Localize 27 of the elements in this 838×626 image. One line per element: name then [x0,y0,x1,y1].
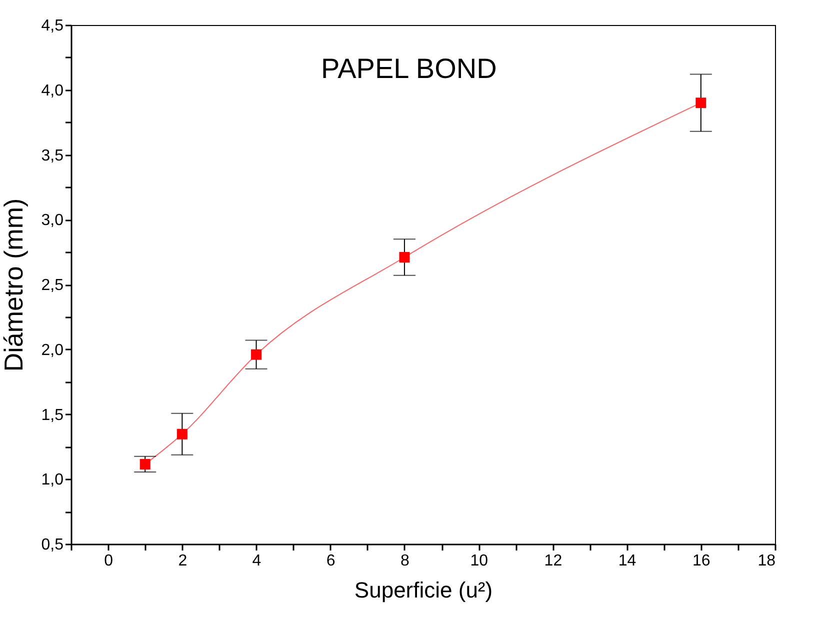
y-tick-label: 1,5 [41,406,64,424]
x-tick-label: 8 [400,552,410,570]
y-tick-label: 1,0 [41,472,64,489]
x-tick-label: 18 [758,552,776,570]
x-tick-label: 12 [544,552,562,570]
x-tick-label: 10 [470,552,488,570]
x-tick-label: 2 [178,552,188,570]
x-axis-title: Superficie (u²) [354,578,493,602]
y-tick-label: 2,0 [41,342,64,359]
x-tick-label: 4 [252,552,262,570]
y-axis-title: Diámetro (mm) [0,198,28,372]
x-tick-label: 16 [692,552,710,570]
x-tick-label: 14 [618,552,636,570]
text: PAPEL BOND [321,53,497,84]
point [251,349,262,360]
point [696,98,706,108]
y-tick-label: 4,5 [41,18,64,34]
y-tick-label: 2,5 [41,277,64,294]
y-tick-label: 3,5 [41,147,64,164]
x-tick-label: 0 [104,552,114,570]
point [140,458,150,470]
point [399,252,410,262]
x-tick-label: 6 [326,552,336,570]
y-tick-label: 0,5 [41,536,64,554]
y-tick-label: 3,0 [41,212,64,230]
y-tick-label: 4,0 [41,82,64,100]
point [176,428,188,440]
